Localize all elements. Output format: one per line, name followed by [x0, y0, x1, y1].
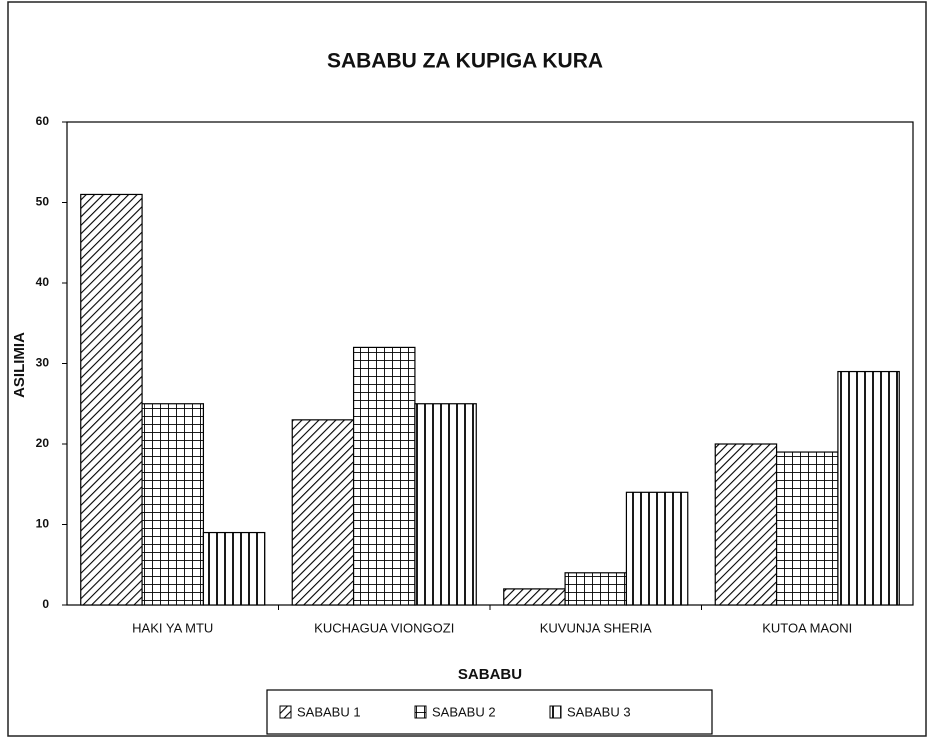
bar [837, 370, 900, 606]
bar [80, 193, 143, 606]
x-tick-label: KUVUNJA SHERIA [540, 620, 652, 635]
x-tick-label: KUTOA MAONI [762, 620, 852, 635]
y-tick-label: 50 [36, 195, 50, 209]
legend-swatch [279, 705, 292, 719]
legend-swatch [549, 705, 562, 719]
bar [202, 531, 266, 606]
bar [503, 588, 566, 606]
bar [141, 403, 205, 606]
legend-box [266, 689, 713, 735]
y-tick-label: 10 [36, 517, 50, 531]
legend-label: SABABU 3 [567, 704, 631, 719]
y-tick-label: 30 [36, 356, 50, 370]
chart-title: SABABU ZA KUPIGA KURA [327, 50, 603, 73]
bar [625, 491, 689, 606]
bar [414, 403, 477, 606]
y-tick-label: 40 [36, 275, 50, 289]
legend-label: SABABU 2 [432, 704, 496, 719]
legend-label: SABABU 1 [297, 704, 361, 719]
y-tick-label: 0 [42, 597, 49, 611]
frame [7, 1, 927, 737]
x-tick-label: KUCHAGUA VIONGOZI [314, 620, 454, 635]
y-axis-title: ASILIMIA [11, 332, 28, 398]
x-axis-title: SABABU [458, 666, 522, 683]
y-tick-label: 20 [36, 436, 50, 450]
bar [775, 451, 839, 606]
bar [352, 346, 416, 606]
bar [564, 572, 628, 606]
x-tick-label: HAKI YA MTU [132, 620, 213, 635]
bar [291, 419, 355, 606]
bar [714, 443, 778, 606]
y-tick-label: 60 [36, 114, 50, 128]
legend-swatch [414, 705, 427, 719]
